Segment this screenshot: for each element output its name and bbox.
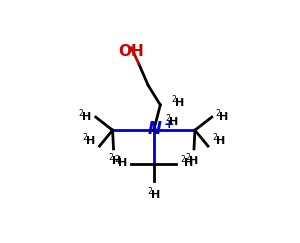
- Text: +: +: [164, 118, 174, 131]
- Text: $^2\!$H: $^2\!$H: [212, 131, 226, 148]
- Text: OH: OH: [118, 44, 144, 59]
- Text: $^2\!$H: $^2\!$H: [78, 107, 92, 123]
- Text: $^2\!$H: $^2\!$H: [114, 154, 128, 170]
- Text: $^2\!$H: $^2\!$H: [185, 152, 199, 168]
- Text: $^2\!$H: $^2\!$H: [147, 185, 161, 202]
- Text: $^2\!$H: $^2\!$H: [82, 131, 96, 148]
- Text: $^2\!$H: $^2\!$H: [165, 113, 179, 129]
- Text: $^2\!$H: $^2\!$H: [180, 154, 194, 170]
- Text: $^2\!$H: $^2\!$H: [215, 107, 229, 123]
- Text: N: N: [148, 120, 162, 138]
- Text: $^2\!$H: $^2\!$H: [109, 152, 122, 168]
- Text: $^2\!$H: $^2\!$H: [171, 94, 184, 110]
